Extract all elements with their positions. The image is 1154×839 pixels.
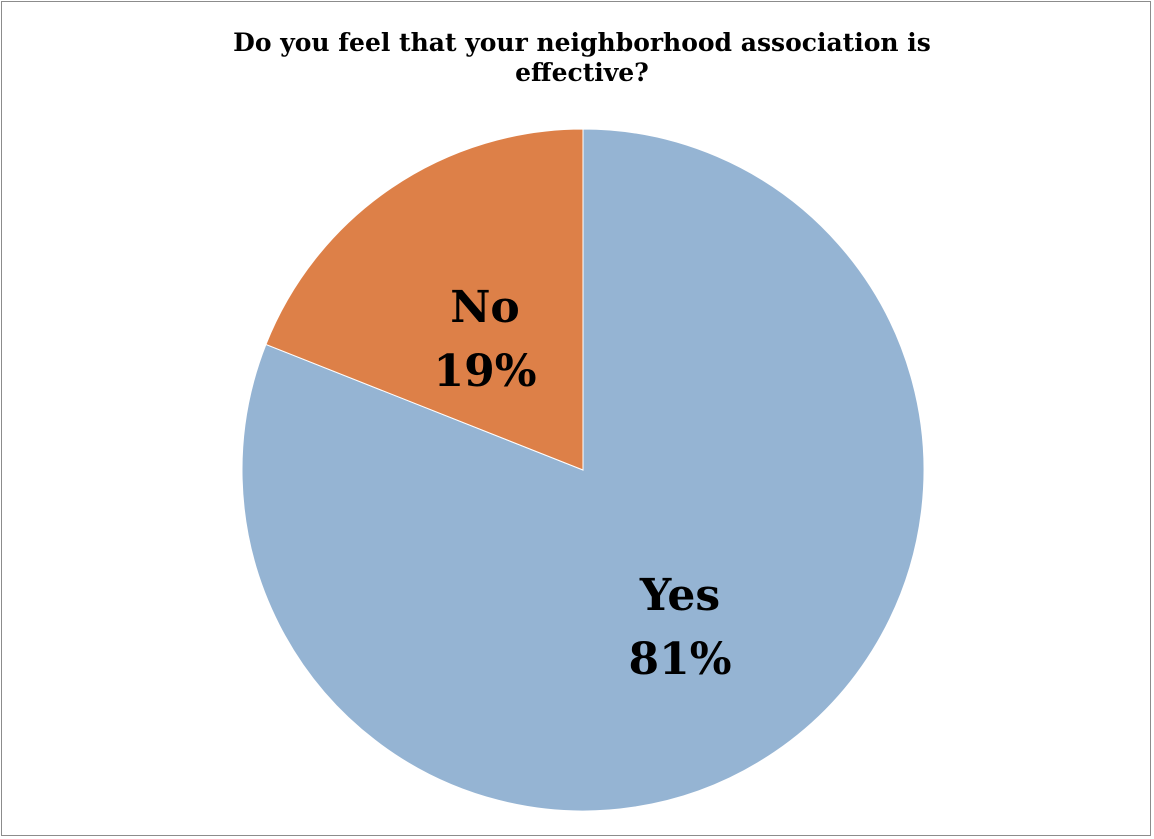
chart-title: Do you feel that your neighborhood assoc… — [0, 28, 1154, 88]
pie-label-category: Yes — [639, 570, 720, 621]
pie-slices — [241, 128, 925, 812]
pie-data-labels: Yes 81% No 19% — [433, 282, 731, 685]
pie-label-percent: 81% — [628, 634, 731, 685]
pie-label-no: No 19% — [433, 282, 536, 397]
chart-title-line-2: effective? — [515, 58, 649, 87]
chart-title-line-1: Do you feel that your neighborhood assoc… — [233, 28, 931, 57]
pie-label-percent: 19% — [433, 346, 536, 397]
pie-slice-no — [265, 128, 584, 471]
pie-label-category: No — [450, 282, 520, 333]
pie-label-yes: Yes 81% — [628, 570, 731, 685]
